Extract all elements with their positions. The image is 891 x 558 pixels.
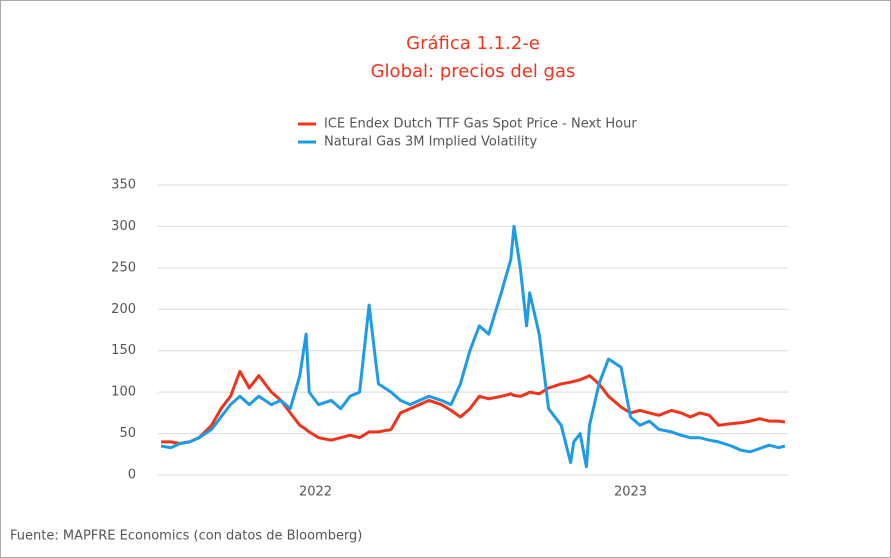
x-tick-label: 2023 bbox=[614, 485, 647, 500]
y-tick-label: 50 bbox=[119, 426, 136, 441]
series-line bbox=[160, 224, 786, 469]
y-tick-label: 200 bbox=[111, 302, 136, 317]
y-tick-label: 300 bbox=[111, 219, 136, 234]
chart-subtitle: Global: precios del gas bbox=[371, 61, 576, 82]
x-tick-label: 2022 bbox=[299, 485, 332, 500]
y-tick-label: 350 bbox=[111, 178, 136, 193]
series-line bbox=[161, 369, 786, 445]
chart-title: Gráfica 1.1.2-e bbox=[406, 33, 540, 54]
y-tick-label: 0 bbox=[128, 468, 136, 483]
source: Fuente: MAPFRE Economics (con datos de B… bbox=[10, 529, 362, 544]
y-tick-label: 150 bbox=[111, 343, 136, 358]
legend-label: Natural Gas 3M Implied Volatility bbox=[324, 135, 537, 150]
y-tick-label: 100 bbox=[111, 385, 136, 400]
legend-label: ICE Endex Dutch TTF Gas Spot Price - Nex… bbox=[324, 117, 637, 132]
y-tick-label: 250 bbox=[111, 260, 136, 275]
